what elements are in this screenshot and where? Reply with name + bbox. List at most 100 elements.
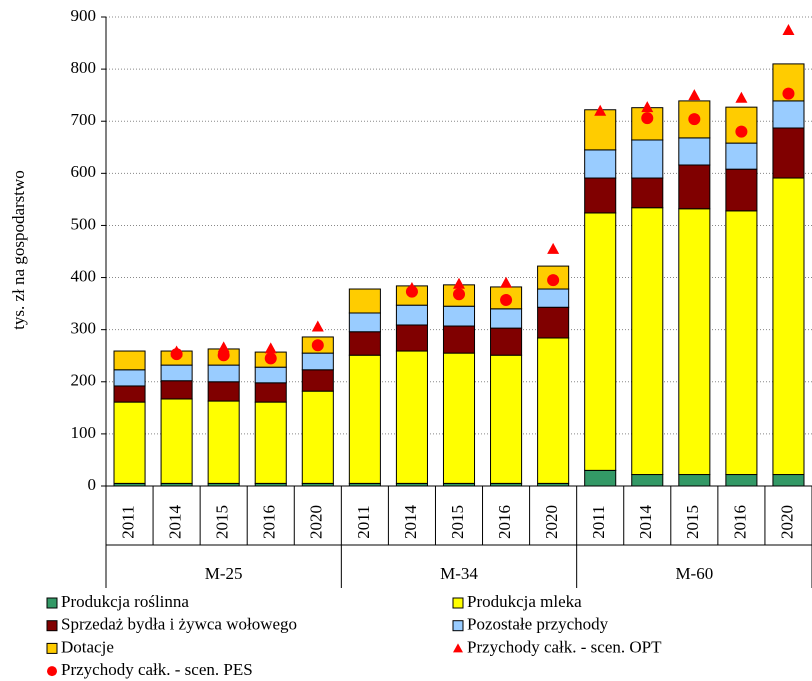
point (217, 341, 230, 353)
legend-label: Produkcja roślinna (61, 592, 189, 611)
bar-segment (301, 369, 334, 392)
bar-segment (348, 354, 381, 484)
bar-segment (631, 177, 664, 209)
bar-segment (678, 208, 711, 476)
bar-segment (160, 380, 193, 400)
bar-segment (442, 305, 476, 327)
bar-segment (584, 212, 617, 471)
bar-segment (254, 382, 287, 403)
x-tick-label: 2014 (166, 505, 185, 540)
y-axis-label: tys. zł na gospodarstwo (9, 170, 28, 330)
x-tick-label: 2016 (730, 505, 749, 539)
legend-label: Dotacje (61, 637, 114, 656)
point (782, 24, 795, 36)
bar-segment (772, 177, 805, 476)
group-label: M-25 (205, 564, 243, 583)
group-label: M-34 (440, 564, 478, 583)
group-label: M-60 (675, 564, 713, 583)
bar-segment (254, 401, 287, 484)
x-tick-label: 2015 (683, 505, 702, 539)
point (735, 91, 748, 103)
legend-swatch (453, 643, 463, 653)
y-tick-label: 400 (71, 266, 97, 285)
y-tick-label: 500 (71, 214, 97, 233)
bar-segment (725, 106, 758, 144)
x-tick-label: 2020 (307, 505, 326, 539)
bar-segment (160, 364, 193, 382)
point (547, 242, 560, 254)
legend-swatch (452, 597, 464, 609)
bar-segment (207, 381, 240, 402)
bar-segment (537, 306, 570, 339)
x-tick-label: 2016 (260, 505, 279, 539)
y-tick-label: 700 (71, 110, 97, 129)
y-tick-label: 200 (71, 371, 97, 390)
bar-segment (772, 474, 805, 487)
bar-segment (725, 168, 758, 212)
legend-label: Przychody całk. - scen. OPT (467, 637, 662, 656)
bar-segment (301, 352, 334, 371)
y-tick-label: 300 (71, 319, 97, 338)
bar-segment (725, 142, 758, 170)
bar-segment (442, 352, 476, 484)
bar-segment (348, 312, 381, 333)
bar-segment (113, 401, 146, 484)
bar-segment (490, 354, 523, 484)
bar-segment (113, 350, 146, 371)
x-tick-label: 2016 (495, 505, 514, 539)
bar-segment (537, 337, 570, 484)
point (453, 277, 465, 289)
x-tick-label: 2015 (448, 505, 467, 539)
x-tick-label: 2014 (401, 505, 420, 540)
x-tick-label: 2011 (354, 505, 373, 538)
bar-segment (631, 207, 664, 476)
bar-segment (395, 304, 428, 326)
bar-segment (537, 288, 570, 308)
bar-segment (725, 474, 758, 487)
x-tick-label: 2014 (636, 505, 655, 540)
bar-segment (395, 350, 428, 484)
bar-segment (631, 474, 664, 487)
legend-label: Sprzedaż bydła i żywca wołowego (61, 615, 297, 634)
x-tick-label: 2015 (213, 505, 232, 539)
legend-swatch (46, 642, 58, 654)
bar-segment (584, 177, 617, 214)
point (547, 274, 560, 287)
bar-segment (772, 100, 805, 129)
x-tick-label: 2020 (542, 505, 561, 539)
y-tick-label: 100 (71, 423, 97, 442)
point (688, 113, 701, 126)
bar-segment (207, 400, 240, 484)
point (594, 104, 607, 116)
bar-segment (631, 139, 664, 179)
point (264, 352, 277, 365)
bar-segment (678, 474, 711, 487)
bar-segment (584, 469, 617, 487)
bar-segment (678, 100, 711, 139)
point (500, 293, 513, 306)
legend-swatch (46, 620, 58, 632)
legend-label: Produkcja mleka (467, 592, 582, 611)
bar-segment (584, 149, 617, 179)
y-tick-label: 900 (71, 6, 97, 25)
point (688, 89, 701, 101)
point (782, 87, 795, 100)
x-tick-label: 2011 (118, 505, 137, 538)
point (641, 112, 654, 125)
point (264, 342, 277, 354)
point (217, 349, 230, 362)
point (735, 125, 748, 138)
bar-segment (442, 325, 476, 354)
bar-segment (160, 398, 193, 484)
legend-label: Pozostałe przychody (467, 615, 609, 634)
x-tick-label: 2020 (777, 505, 796, 539)
point (311, 320, 324, 332)
bar-segment (490, 308, 523, 329)
bar-segment (490, 327, 523, 356)
point (641, 101, 654, 113)
legend-swatch (46, 597, 58, 609)
bar-segment (678, 164, 711, 210)
bar-segment (207, 364, 240, 383)
y-tick-label: 800 (71, 58, 97, 77)
